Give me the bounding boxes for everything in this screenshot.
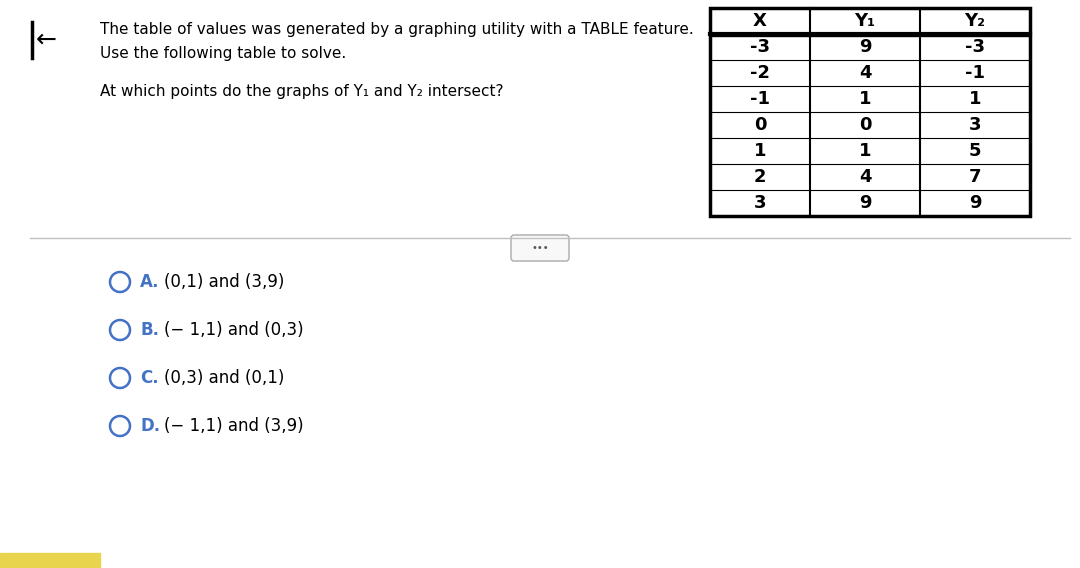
Text: 0: 0 [754,116,766,134]
Text: (0,1) and (3,9): (0,1) and (3,9) [164,273,284,291]
Text: 3: 3 [969,116,982,134]
Text: 3: 3 [754,194,766,212]
Text: -1: -1 [966,64,985,82]
Text: 9: 9 [859,194,872,212]
Text: B.: B. [140,321,159,339]
Text: 1: 1 [754,142,766,160]
Circle shape [110,320,130,340]
Circle shape [110,272,130,292]
Text: 5: 5 [969,142,982,160]
Text: Y₁: Y₁ [854,12,876,30]
Text: 4: 4 [859,168,872,186]
Text: A.: A. [140,273,160,291]
Bar [0,553,100,568]
Text: X: X [753,12,767,30]
Text: -3: -3 [966,38,985,56]
Circle shape [110,416,130,436]
Text: (0,3) and (0,1): (0,3) and (0,1) [164,369,284,387]
Text: C.: C. [140,369,159,387]
Text: Use the following table to solve.: Use the following table to solve. [100,46,347,61]
Text: -1: -1 [750,90,770,108]
Text: ←: ← [36,28,56,52]
Text: 2: 2 [754,168,766,186]
Text: (− 1,1) and (0,3): (− 1,1) and (0,3) [164,321,303,339]
Text: -3: -3 [750,38,770,56]
Text: Y₂: Y₂ [964,12,986,30]
Circle shape [110,368,130,388]
Text: 4: 4 [859,64,872,82]
Text: At which points do the graphs of Y₁ and Y₂ intersect?: At which points do the graphs of Y₁ and … [100,84,503,99]
Text: 9: 9 [969,194,982,212]
Text: -2: -2 [750,64,770,82]
Text: 1: 1 [969,90,982,108]
Text: The table of values was generated by a graphing utility with a TABLE feature.: The table of values was generated by a g… [100,22,693,37]
Bar [710,8,1030,216]
Text: D.: D. [140,417,160,435]
Text: 1: 1 [859,142,872,160]
Text: •••: ••• [531,243,549,253]
Text: 7: 7 [969,168,982,186]
FancyBboxPatch shape [511,235,569,261]
Text: 0: 0 [859,116,872,134]
Text: 1: 1 [859,90,872,108]
Text: 9: 9 [859,38,872,56]
Text: (− 1,1) and (3,9): (− 1,1) and (3,9) [164,417,303,435]
